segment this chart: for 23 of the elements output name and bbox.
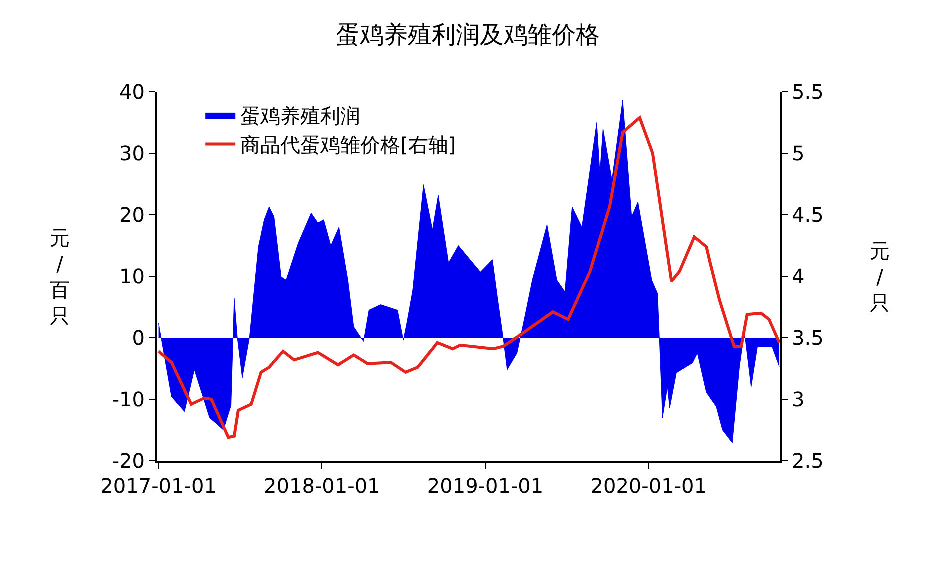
chart-title: 蛋鸡养殖利润及鸡雏价格	[336, 20, 600, 49]
y2-tick-label: 4	[792, 264, 805, 288]
y-tick-label: -20	[112, 449, 145, 473]
y2-tick-label: 3.5	[792, 326, 824, 350]
y2-tick-label: 5	[792, 142, 805, 166]
y-axis-title: 元/百只	[50, 226, 70, 328]
y-tick-label: 10	[120, 264, 145, 288]
y2-tick-label: 3	[792, 388, 805, 412]
y-tick-label: 20	[120, 203, 145, 227]
y-tick-label: 0	[132, 326, 145, 350]
legend-label: 商品代蛋鸡雏价格[右轴]	[240, 132, 456, 157]
y2-tick-label: 4.5	[792, 203, 824, 227]
y2-tick-label: 2.5	[792, 449, 824, 473]
x-tick-label: 2018-01-01	[264, 474, 380, 498]
y-tick-label: 40	[120, 80, 145, 104]
x-tick-label: 2019-01-01	[427, 474, 544, 498]
y-tick-label: 30	[120, 142, 145, 166]
x-tick-label: 2017-01-01	[100, 474, 217, 498]
y2-tick-label: 5.5	[792, 80, 824, 104]
x-tick-label: 2020-01-01	[590, 474, 707, 498]
y2-axis-title: 元/只	[870, 239, 890, 315]
legend-label: 蛋鸡养殖利润	[240, 104, 361, 128]
y-tick-label: -10	[112, 388, 145, 412]
